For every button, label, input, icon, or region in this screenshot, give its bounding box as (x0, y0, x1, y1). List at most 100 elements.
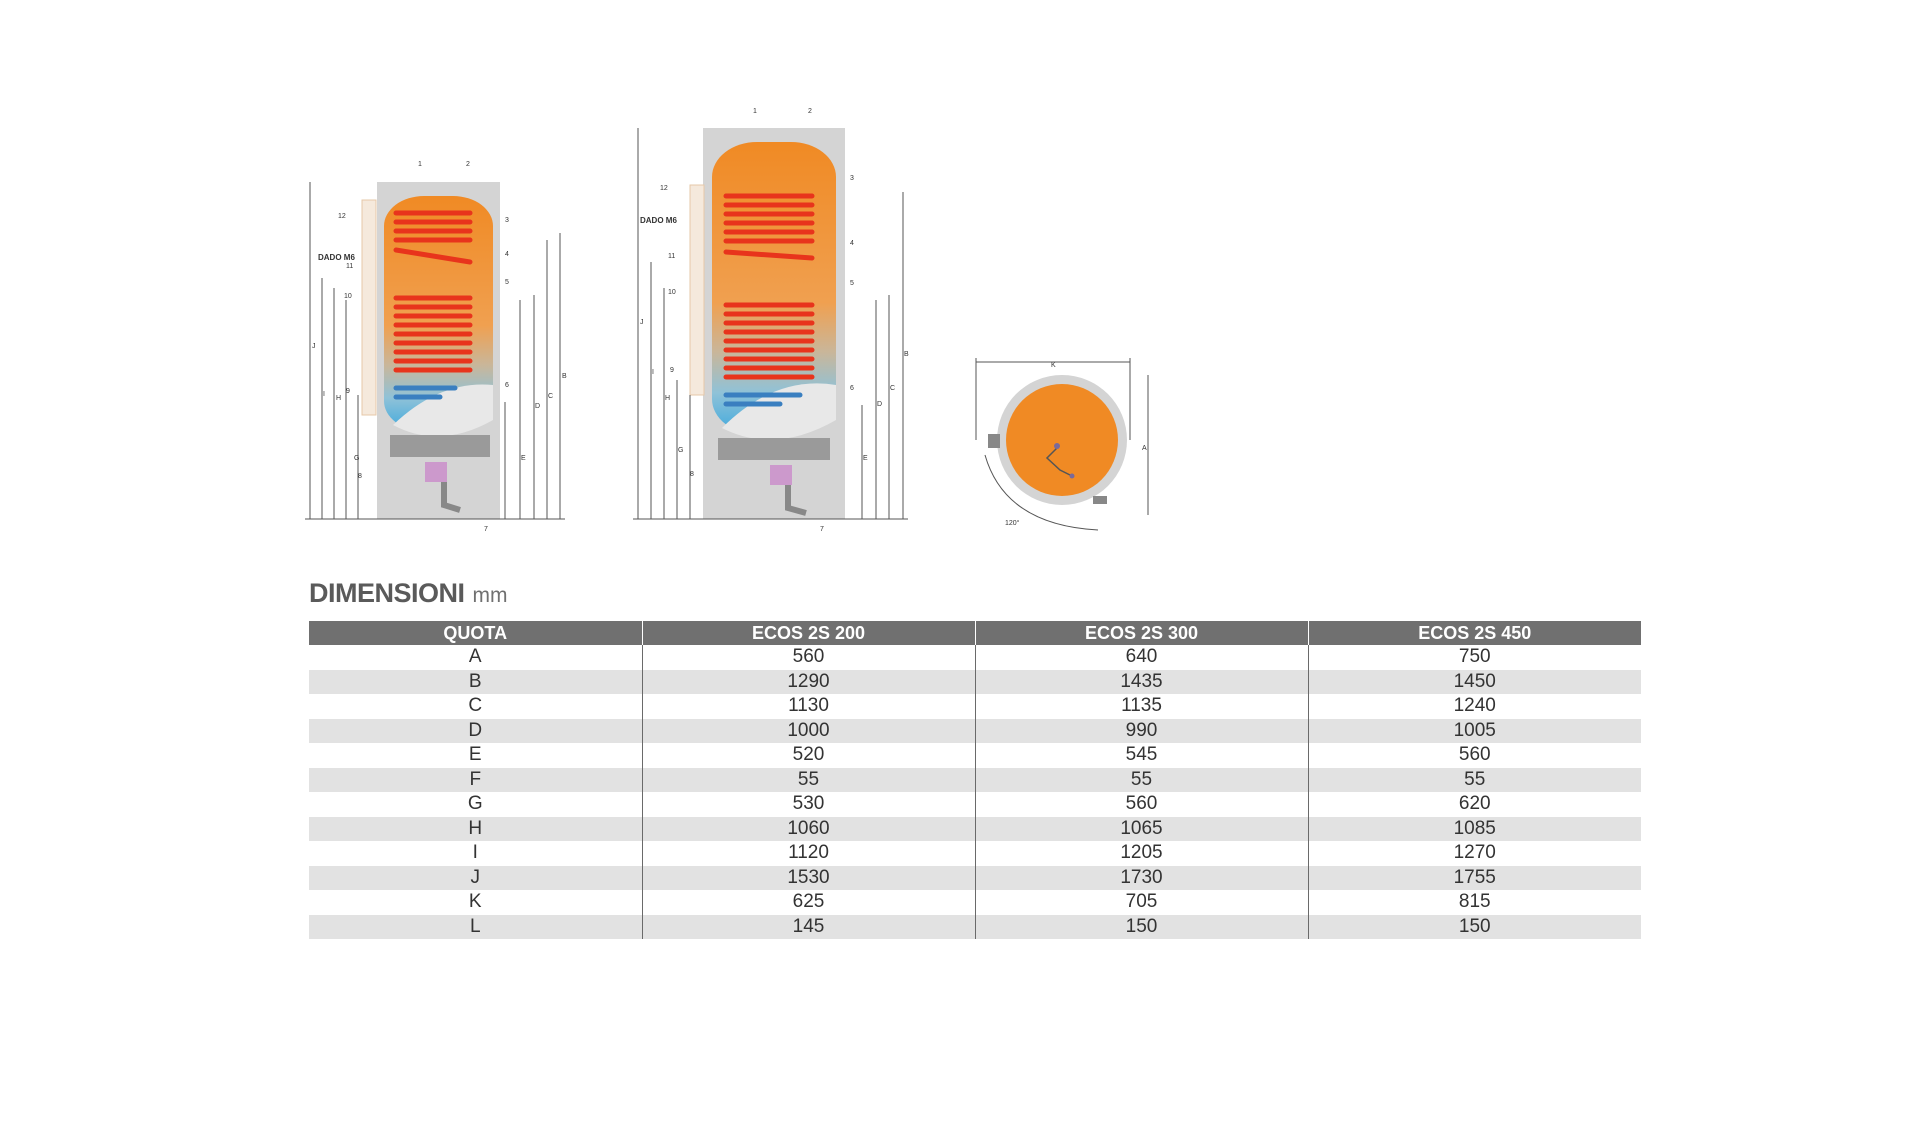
tank-bottom-dome (722, 383, 836, 440)
cell-value: 990 (975, 718, 1309, 743)
svg-text:4: 4 (505, 251, 509, 258)
svg-text:2: 2 (466, 161, 470, 168)
svg-text:8: 8 (358, 473, 362, 480)
cell-value: 705 (975, 890, 1309, 915)
cell-value: 1135 (975, 694, 1309, 719)
svg-text:1: 1 (753, 108, 757, 115)
svg-text:7: 7 (820, 526, 824, 533)
svg-text:C: C (890, 385, 895, 392)
section-title: DIMENSIONI (309, 578, 465, 608)
svg-text:12: 12 (660, 185, 668, 192)
svg-text:10: 10 (668, 289, 676, 296)
table-header-row: QUOTA ECOS 2S 200 ECOS 2S 300 ECOS 2S 45… (309, 621, 1641, 645)
col-header-ecos-450: ECOS 2S 450 (1308, 621, 1641, 645)
svg-text:5: 5 (505, 279, 509, 286)
svg-text:6: 6 (505, 382, 509, 389)
cell-quota: L (309, 914, 643, 939)
cell-value: 1085 (1308, 816, 1641, 841)
pump-unit (770, 465, 792, 485)
drain-pipe (441, 482, 461, 513)
cell-value: 1240 (1453, 695, 1496, 717)
svg-text:B: B (562, 373, 567, 380)
cell-value: 1730 (975, 865, 1309, 890)
svg-text:10: 10 (344, 293, 352, 300)
pump-unit (425, 462, 447, 482)
svg-text:2: 2 (808, 108, 812, 115)
col-header-ecos-200: ECOS 2S 200 (642, 621, 976, 645)
svg-text:A: A (1142, 445, 1147, 452)
cell-quota: H (309, 816, 643, 841)
table-row: K 625 705 815 (309, 890, 1641, 915)
dimensions-table: QUOTA ECOS 2S 200 ECOS 2S 300 ECOS 2S 45… (309, 621, 1641, 939)
svg-text:3: 3 (505, 217, 509, 224)
cell-quota: C (309, 694, 643, 719)
table-row: L 145 150 150 (309, 914, 1641, 939)
upper-coil (723, 193, 815, 261)
svg-text:I: I (652, 369, 654, 376)
cell-value: 625 (642, 890, 976, 915)
table-row: F 55 55 55 (309, 767, 1641, 792)
svg-text:8: 8 (690, 471, 694, 478)
cell-value: 560 (1458, 744, 1491, 766)
flange-panel (689, 184, 705, 396)
cell-value: 1000 (642, 718, 976, 743)
cell-value: 55 (1308, 767, 1641, 792)
svg-text:E: E (521, 455, 526, 462)
cell-value: 1530 (642, 865, 976, 890)
table-row: J 1530 1730 1755 (309, 865, 1641, 890)
col-header-quota: QUOTA (309, 621, 643, 645)
lower-coil (723, 302, 815, 380)
drain-pipe (785, 485, 807, 516)
cell-value: 1205 (975, 841, 1309, 866)
cell-quota: K (309, 890, 643, 915)
cell-value: 520 (642, 743, 976, 768)
cell-value: 560 (975, 792, 1309, 817)
lower-coil (393, 295, 473, 373)
section-heading: DIMENSIONI mm (309, 578, 508, 609)
upper-coil (393, 210, 473, 265)
inner-tank-circle (1006, 384, 1118, 496)
svg-text:J: J (640, 319, 644, 326)
table-row: C 1130 1135 1240 (309, 694, 1641, 719)
flange-panel (361, 199, 377, 416)
cell-quota: J (309, 865, 643, 890)
cell-value: 815 (1458, 891, 1491, 913)
section-unit: mm (472, 584, 508, 607)
svg-text:H: H (336, 395, 341, 402)
cell-value: 1060 (642, 816, 976, 841)
svg-text:3: 3 (850, 175, 854, 182)
svg-text:G: G (354, 455, 359, 462)
svg-text:J: J (312, 343, 316, 350)
cell-quota: E (309, 743, 643, 768)
cell-value: 1450 (1308, 669, 1641, 694)
cell-value: 150 (1308, 914, 1641, 939)
svg-text:K: K (1051, 362, 1056, 369)
tank-bottom-dome (393, 384, 493, 437)
svg-text:12: 12 (338, 213, 346, 220)
svg-text:120°: 120° (1005, 519, 1020, 527)
cell-value: 1065 (975, 816, 1309, 841)
table-row: E 520 545 560 (309, 743, 1641, 768)
svg-text:C: C (548, 393, 553, 400)
cell-value: 55 (975, 767, 1309, 792)
svg-text:H: H (665, 395, 670, 402)
svg-text:5: 5 (850, 280, 854, 287)
cell-value: 1435 (975, 669, 1309, 694)
svg-text:11: 11 (346, 263, 353, 270)
table-row: I 1120 1205 1270 (309, 841, 1641, 866)
cell-value: 1755 (1308, 865, 1641, 890)
svg-text:9: 9 (346, 388, 350, 395)
cell-value: 1005 (1308, 718, 1641, 743)
table-row: G 530 560 620 (309, 792, 1641, 817)
cell-value: 1290 (642, 669, 976, 694)
cell-value: 1130 (642, 694, 976, 719)
cell-value: 150 (975, 914, 1309, 939)
svg-text:9: 9 (670, 367, 674, 374)
svg-text:G: G (678, 447, 683, 454)
svg-text:DADO M6: DADO M6 (640, 216, 677, 225)
cell-quota: D (309, 718, 643, 743)
table-row: A 560 640 750 (309, 645, 1641, 670)
table-row: D 1000 990 1005 (309, 718, 1641, 743)
